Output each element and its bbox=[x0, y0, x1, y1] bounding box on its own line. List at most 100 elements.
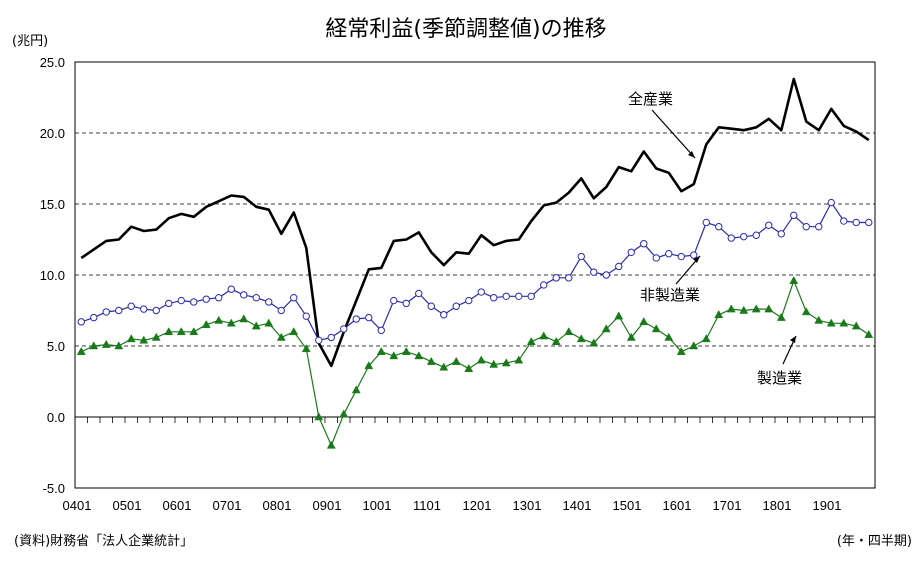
data-point bbox=[752, 231, 760, 239]
data-point bbox=[615, 262, 623, 271]
data-point bbox=[677, 252, 685, 261]
data-point bbox=[176, 327, 186, 336]
data-point bbox=[190, 298, 198, 306]
x-tick-label: 1701 bbox=[713, 498, 742, 513]
data-point bbox=[576, 334, 586, 343]
data-point bbox=[240, 291, 248, 299]
data-point bbox=[89, 341, 99, 350]
data-point bbox=[315, 336, 323, 345]
data-point bbox=[451, 356, 461, 365]
data-point bbox=[739, 305, 749, 314]
data-point bbox=[527, 292, 535, 300]
x-tick-label: 1801 bbox=[763, 498, 792, 513]
data-point bbox=[727, 234, 735, 242]
y-tick-label: 15.0 bbox=[40, 197, 65, 212]
x-axis-ticks: 0401 0501 0601 0701 0801 0901 1001 1101 1201 1301… bbox=[63, 417, 876, 513]
data-point bbox=[127, 302, 135, 310]
data-point bbox=[840, 217, 848, 225]
data-point bbox=[302, 312, 310, 320]
data-point bbox=[439, 362, 449, 371]
data-point bbox=[452, 302, 460, 310]
data-point bbox=[501, 358, 511, 367]
data-point bbox=[815, 223, 823, 231]
data-point bbox=[526, 337, 536, 345]
data-point bbox=[440, 311, 448, 319]
data-point bbox=[602, 271, 610, 279]
data-point bbox=[627, 248, 635, 256]
data-point bbox=[477, 288, 485, 296]
x-tick-label: 0601 bbox=[163, 498, 192, 513]
data-point bbox=[126, 334, 136, 343]
data-point bbox=[676, 346, 686, 355]
x-tick-label: 1501 bbox=[613, 498, 642, 513]
data-point bbox=[702, 218, 710, 227]
y-tick-label: 5.0 bbox=[47, 339, 65, 354]
data-point bbox=[590, 268, 598, 276]
data-point bbox=[301, 344, 311, 353]
data-point bbox=[264, 318, 274, 327]
data-point bbox=[802, 223, 810, 231]
series-layer bbox=[76, 77, 874, 449]
series-line bbox=[81, 280, 870, 446]
data-point bbox=[340, 325, 348, 333]
data-point bbox=[664, 332, 674, 341]
data-point bbox=[339, 409, 349, 418]
y-tick-label: 0.0 bbox=[47, 410, 65, 425]
data-point bbox=[502, 292, 510, 300]
data-point bbox=[665, 250, 673, 258]
data-point bbox=[227, 285, 235, 293]
chart-title: 経常利益(季節調整値)の推移 bbox=[325, 17, 606, 42]
plot-frame bbox=[74, 61, 876, 489]
data-point bbox=[801, 307, 811, 316]
data-point bbox=[714, 310, 724, 319]
data-point bbox=[276, 332, 286, 341]
annotation-non-manufacturing: 非製造業 bbox=[640, 286, 700, 304]
x-tick-label: 1901 bbox=[813, 498, 842, 513]
data-point bbox=[715, 223, 723, 231]
annotations: 全産業 非製造業 製造業 bbox=[628, 90, 802, 387]
annotation-all-industries: 全産業 bbox=[628, 90, 673, 108]
data-point bbox=[115, 306, 123, 315]
data-point bbox=[565, 274, 573, 282]
data-point bbox=[827, 198, 835, 207]
series-line bbox=[81, 202, 869, 341]
x-tick-label: 0701 bbox=[213, 498, 242, 513]
data-point bbox=[489, 359, 499, 368]
data-point bbox=[226, 318, 236, 327]
data-point bbox=[277, 306, 285, 315]
data-point bbox=[139, 335, 149, 344]
data-point bbox=[651, 324, 661, 333]
data-point bbox=[327, 333, 335, 342]
x-tick-label: 1101 bbox=[413, 498, 441, 513]
data-point bbox=[401, 346, 411, 355]
data-point bbox=[740, 232, 748, 241]
data-point bbox=[790, 211, 798, 220]
y-axis-ticks: 25.0 20.0 15.0 10.0 5.0 0.0 -5.0 bbox=[40, 55, 65, 496]
data-point bbox=[265, 298, 273, 306]
source-note: (資料)財務省「法人企業統計」 bbox=[14, 533, 193, 549]
data-point bbox=[652, 254, 660, 262]
data-point bbox=[826, 318, 836, 327]
y-tick-label: -5.0 bbox=[43, 481, 65, 496]
data-point bbox=[765, 221, 773, 230]
grid-lines bbox=[75, 132, 875, 418]
data-point bbox=[414, 351, 424, 360]
series-1 bbox=[80, 77, 870, 368]
data-point bbox=[376, 346, 386, 355]
data-point bbox=[76, 346, 86, 355]
y-tick-label: 20.0 bbox=[40, 126, 65, 141]
data-point bbox=[515, 292, 523, 300]
series-2 bbox=[77, 198, 873, 345]
data-point bbox=[389, 351, 399, 360]
data-point bbox=[101, 339, 111, 348]
data-point bbox=[626, 332, 636, 341]
data-point bbox=[614, 311, 624, 320]
data-point bbox=[364, 361, 374, 370]
data-point bbox=[865, 218, 873, 227]
data-point bbox=[464, 364, 474, 372]
data-point bbox=[214, 315, 224, 324]
data-point bbox=[539, 331, 549, 340]
data-point bbox=[751, 304, 761, 313]
data-point bbox=[239, 314, 249, 323]
data-point bbox=[252, 294, 260, 302]
